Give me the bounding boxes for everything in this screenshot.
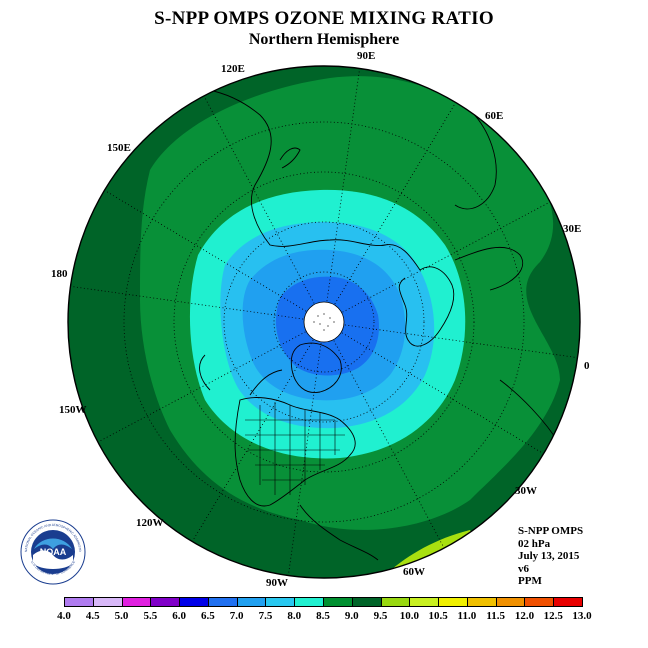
lon-label-60w: 60W bbox=[403, 566, 425, 578]
colorbar-segment bbox=[207, 597, 238, 607]
lon-label-90w: 90W bbox=[266, 577, 288, 589]
colorbar-tick-label: 5.5 bbox=[143, 610, 158, 622]
colorbar-tick-label: 8.0 bbox=[287, 610, 302, 622]
colorbar-segment bbox=[179, 597, 209, 607]
map-boundary bbox=[67, 65, 581, 579]
lon-label-180: 180 bbox=[51, 268, 68, 280]
colorbar-segment bbox=[524, 597, 555, 607]
colorbar-segment bbox=[92, 597, 123, 607]
colorbar-tick-label: 4.0 bbox=[57, 610, 71, 622]
colorbar-tick-label: 12.0 bbox=[514, 610, 535, 622]
lon-label-150w: 150W bbox=[59, 404, 87, 416]
colorbar-tick-label: 11.5 bbox=[486, 610, 505, 622]
colorbar-segment bbox=[236, 597, 267, 607]
colorbar-tick-label: 5.0 bbox=[114, 610, 129, 622]
pole-dots bbox=[313, 313, 335, 331]
lon-label-90e: 90E bbox=[357, 50, 376, 62]
colorbar-tick-label: 6.0 bbox=[172, 610, 186, 622]
colorbar-segment bbox=[265, 597, 296, 607]
colorbar-tick-label: 6.5 bbox=[201, 610, 215, 622]
colorbar-tick-label: 7.5 bbox=[258, 610, 273, 622]
colorbar-segment bbox=[150, 597, 181, 607]
colorbar-segment bbox=[466, 597, 497, 607]
lon-label-30w: 30W bbox=[515, 485, 537, 497]
lon-label-0: 0 bbox=[584, 360, 590, 372]
units-label: PPM bbox=[518, 575, 542, 587]
colorbar-segment bbox=[495, 597, 526, 607]
product-version: v6 bbox=[518, 562, 529, 575]
lon-label-30e: 30E bbox=[563, 223, 582, 235]
colorbar-segment bbox=[553, 597, 583, 607]
colorbar-tick-label: 9.0 bbox=[344, 610, 359, 622]
colorbar-tick-label: 11.0 bbox=[457, 610, 477, 622]
colorbar-tick-label: 10.0 bbox=[399, 610, 419, 622]
lon-label-120w: 120W bbox=[136, 517, 164, 529]
meridians bbox=[68, 66, 580, 578]
map-subtitle: Northern Hemisphere bbox=[248, 31, 400, 48]
instrument-name: S-NPP OMPS bbox=[518, 525, 584, 537]
colorbar-segment bbox=[351, 597, 382, 607]
colorbar-tick-label: 9.5 bbox=[373, 610, 388, 622]
latitude-circles bbox=[123, 121, 525, 523]
colorbar-tick-label: 7.0 bbox=[229, 610, 244, 622]
colorbar-segment bbox=[294, 597, 324, 607]
colorbar-tick-label: 12.5 bbox=[543, 610, 563, 622]
colorbar-segment bbox=[64, 597, 94, 607]
colorbar-tick-label: 4.5 bbox=[85, 610, 100, 622]
colorbar-segment bbox=[323, 597, 353, 607]
colorbar-tick-label: 10.5 bbox=[428, 610, 448, 622]
colorbar-segment bbox=[380, 597, 411, 607]
observation-date: July 13, 2015 bbox=[518, 550, 580, 562]
pressure-level: 02 hPa bbox=[518, 537, 551, 550]
colorbar-segment bbox=[409, 597, 440, 607]
lon-label-120e: 120E bbox=[221, 63, 245, 75]
colorbar-segment bbox=[438, 597, 468, 607]
colorbar-tick-label: 13.0 bbox=[572, 610, 592, 622]
lon-label-150e: 150E bbox=[107, 142, 131, 154]
north-pole-missing-data bbox=[303, 301, 345, 343]
noaa-logo-text: NOAA bbox=[40, 547, 67, 557]
colorbar-segment bbox=[121, 597, 152, 607]
info-block: S-NPP OMPS 02 hPa July 13, 2015 v6 PPM bbox=[518, 525, 583, 588]
noaa-logo-icon: NOAA NATIONAL OCEANIC AND ATMOSPHERIC AD… bbox=[20, 519, 86, 585]
coastlines bbox=[149, 87, 561, 561]
lon-label-60e: 60E bbox=[485, 110, 504, 122]
map-title: S-NPP OMPS OZONE MIXING RATIO bbox=[154, 8, 494, 29]
colorbar-tick-label: 8.5 bbox=[316, 610, 330, 622]
